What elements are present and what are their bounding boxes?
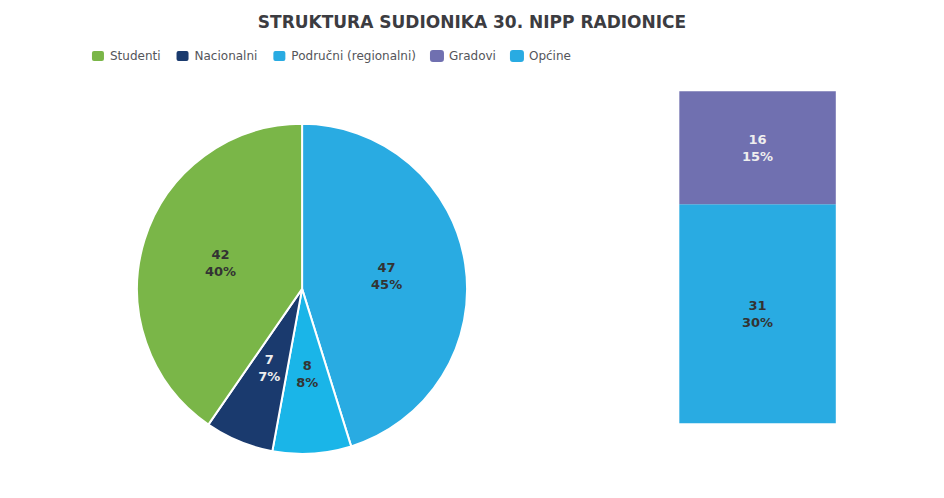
- svg-text:8%: 8%: [296, 375, 318, 390]
- svg-text:7: 7: [265, 352, 274, 367]
- svg-text:45%: 45%: [371, 277, 402, 292]
- svg-text:8: 8: [303, 358, 312, 373]
- svg-text:31: 31: [749, 298, 767, 313]
- svg-text:Studenti: Studenti: [110, 49, 161, 63]
- svg-text:15%: 15%: [742, 149, 773, 164]
- svg-text:30%: 30%: [742, 315, 773, 330]
- svg-text:16: 16: [749, 132, 767, 147]
- svg-text:Područni (regionalni): Područni (regionalni): [291, 49, 416, 63]
- svg-text:STRUKTURA SUDIONIKA 30. NIPP R: STRUKTURA SUDIONIKA 30. NIPP RADIONICE: [258, 12, 686, 32]
- svg-text:Općine: Općine: [529, 49, 571, 63]
- svg-text:42: 42: [211, 247, 229, 262]
- svg-text:40%: 40%: [205, 264, 236, 279]
- svg-text:47: 47: [378, 260, 396, 275]
- svg-text:Gradovi: Gradovi: [449, 49, 496, 63]
- svg-text:7%: 7%: [258, 369, 280, 384]
- svg-text:Nacionalni: Nacionalni: [195, 49, 258, 63]
